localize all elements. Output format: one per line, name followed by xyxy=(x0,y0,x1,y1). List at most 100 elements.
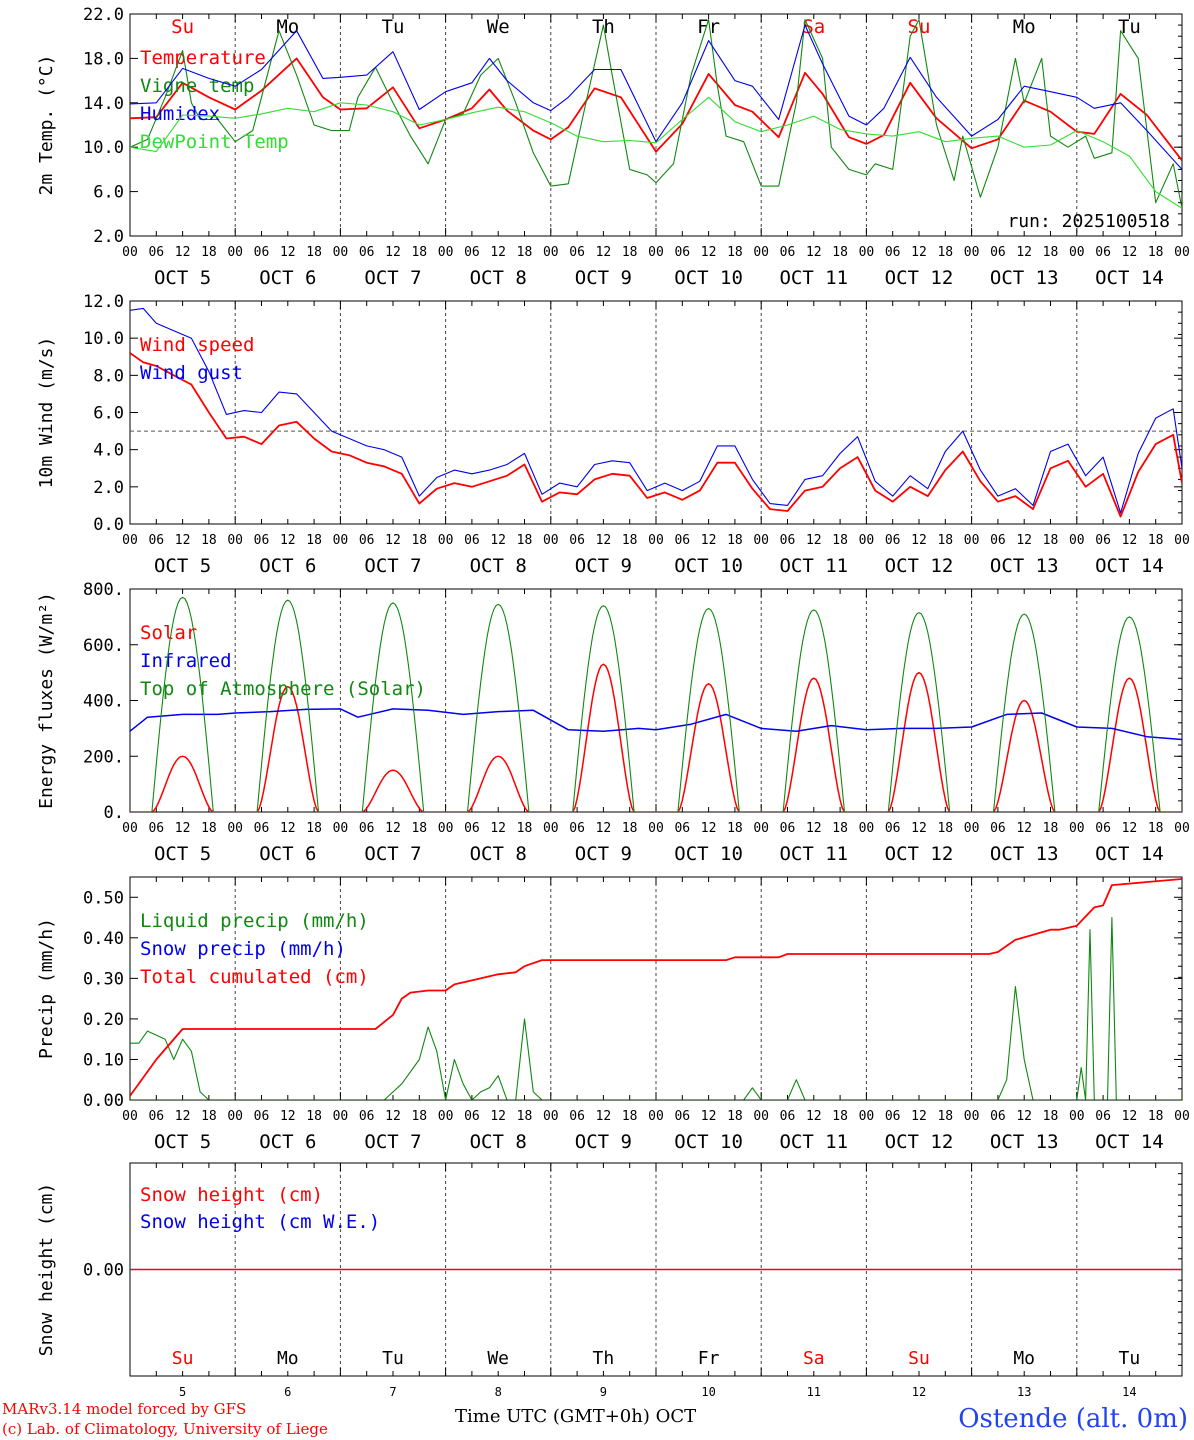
y-tick-label: 0.40 xyxy=(83,929,124,949)
date-label: OCT 9 xyxy=(575,843,632,865)
hour-tick-label: 18 xyxy=(622,245,638,260)
hour-tick-label: 18 xyxy=(622,821,638,836)
hour-tick-label: 00 xyxy=(122,821,138,836)
hour-tick-label: 06 xyxy=(885,821,901,836)
y-axis-label: Snow height (cm) xyxy=(36,1183,57,1356)
hour-tick-label: 00 xyxy=(122,1109,138,1124)
y-tick-label: 0.00 xyxy=(83,1261,124,1281)
y-tick-label: 6.0 xyxy=(93,183,124,203)
date-label: OCT 5 xyxy=(154,555,211,577)
y-tick-label: 8.0 xyxy=(93,366,124,386)
date-label: OCT 10 xyxy=(674,1131,743,1153)
y-tick-label: 18.0 xyxy=(83,49,124,69)
x-axis-month: OCT xyxy=(655,1406,697,1427)
hour-tick-label: 18 xyxy=(937,533,953,548)
hour-tick-label: 00 xyxy=(122,245,138,260)
hour-tick-label: 18 xyxy=(937,1109,953,1124)
date-label: OCT 11 xyxy=(779,843,848,865)
hour-tick-label: 18 xyxy=(1043,1109,1059,1124)
hour-tick-label: 12 xyxy=(806,1109,822,1124)
hour-tick-label: 18 xyxy=(622,533,638,548)
hour-tick-label: 06 xyxy=(569,245,585,260)
day-name-label: Su xyxy=(171,16,194,38)
day-name-label: Fr xyxy=(698,1348,720,1369)
date-label: OCT 13 xyxy=(990,555,1059,577)
date-label: OCT 9 xyxy=(575,1131,632,1153)
hour-tick-label: 06 xyxy=(464,1109,480,1124)
date-number-label: 14 xyxy=(1122,1385,1136,1399)
hour-tick-label: 18 xyxy=(727,533,743,548)
hour-tick-label: 18 xyxy=(517,245,533,260)
hour-tick-label: 12 xyxy=(701,821,717,836)
legend-entry: Snow precip (mm/h) xyxy=(140,938,346,960)
legend-entry: Snow height (cm) xyxy=(140,1184,323,1206)
y-tick-label: 200. xyxy=(83,747,124,767)
hour-tick-label: 06 xyxy=(359,821,375,836)
hour-tick-label: 12 xyxy=(911,821,927,836)
day-name-label: Fr xyxy=(697,16,720,38)
y-tick-label: 10.0 xyxy=(83,329,124,349)
day-name-label: Tu xyxy=(382,1348,404,1369)
date-label: OCT 13 xyxy=(990,1131,1059,1153)
hour-tick-label: 06 xyxy=(464,821,480,836)
date-label: OCT 13 xyxy=(990,843,1059,865)
hour-tick-label: 06 xyxy=(359,245,375,260)
date-number-label: 11 xyxy=(807,1385,821,1399)
series-line-total-cumulated-cm- xyxy=(130,878,1182,1097)
panel-4: 0.00 0.10 0.20 0.30 0.40 0.50 Precip (mm/h) 00 0… xyxy=(36,876,1190,1153)
hour-tick-label: 00 xyxy=(438,245,454,260)
date-number-label: 5 xyxy=(179,1385,186,1399)
hour-tick-label: 00 xyxy=(859,245,875,260)
hour-tick-label: 00 xyxy=(227,533,243,548)
series-line-wind-gust xyxy=(130,307,1182,514)
hour-tick-label: 18 xyxy=(411,245,427,260)
series-line-solar xyxy=(130,663,1182,812)
hour-tick-label: 12 xyxy=(911,245,927,260)
hour-tick-label: 18 xyxy=(201,533,217,548)
date-label: OCT 5 xyxy=(154,267,211,289)
hour-tick-label: 12 xyxy=(1016,1109,1032,1124)
panel-frame xyxy=(129,300,1183,525)
date-label: OCT 10 xyxy=(674,267,743,289)
hour-tick-label: 00 xyxy=(648,821,664,836)
hour-tick-label: 00 xyxy=(438,821,454,836)
day-name-label: Tu xyxy=(1119,1348,1141,1369)
y-tick-label: 2.0 xyxy=(93,478,124,498)
date-label: OCT 11 xyxy=(779,1131,848,1153)
date-label: OCT 7 xyxy=(364,1131,421,1153)
panel-5: 0.00 Snow height (cm) Su 5 Mo 6 Tu 7 We 8 Th 9 Fr 10 S… xyxy=(36,1162,1183,1399)
hour-tick-label: 00 xyxy=(859,1109,875,1124)
date-number-label: 12 xyxy=(912,1385,926,1399)
hour-tick-label: 00 xyxy=(648,533,664,548)
day-name-label: Tu xyxy=(382,16,405,38)
legend-entry: Vigne temp xyxy=(140,75,254,97)
hour-tick-label: 06 xyxy=(990,821,1006,836)
hour-tick-label: 12 xyxy=(280,245,296,260)
date-label: OCT 6 xyxy=(259,1131,316,1153)
hour-tick-label: 00 xyxy=(753,1109,769,1124)
hour-tick-label: 00 xyxy=(543,533,559,548)
y-tick-label: 12.0 xyxy=(83,292,124,312)
hour-tick-label: 00 xyxy=(1069,1109,1085,1124)
hour-tick-label: 12 xyxy=(490,533,506,548)
series-line-infrared xyxy=(130,708,1182,741)
y-tick-label: 0.00 xyxy=(83,1091,124,1111)
hour-tick-label: 18 xyxy=(517,1109,533,1124)
hour-tick-label: 18 xyxy=(1148,533,1164,548)
hour-tick-label: 00 xyxy=(438,1109,454,1124)
hour-tick-label: 00 xyxy=(1069,533,1085,548)
hour-tick-label: 06 xyxy=(990,533,1006,548)
hour-tick-label: 18 xyxy=(1043,245,1059,260)
hour-tick-label: 06 xyxy=(1095,821,1111,836)
hour-tick-label: 12 xyxy=(385,1109,401,1124)
date-label: OCT 7 xyxy=(364,555,421,577)
date-label: OCT 10 xyxy=(674,843,743,865)
hour-tick-label: 12 xyxy=(806,245,822,260)
date-label: OCT 14 xyxy=(1095,1131,1164,1153)
hour-tick-label: 00 xyxy=(227,821,243,836)
date-number-label: 7 xyxy=(389,1385,396,1399)
day-name-label: We xyxy=(487,1348,509,1369)
hour-tick-label: 06 xyxy=(464,245,480,260)
hour-tick-label: 06 xyxy=(359,533,375,548)
hour-tick-label: 00 xyxy=(753,245,769,260)
